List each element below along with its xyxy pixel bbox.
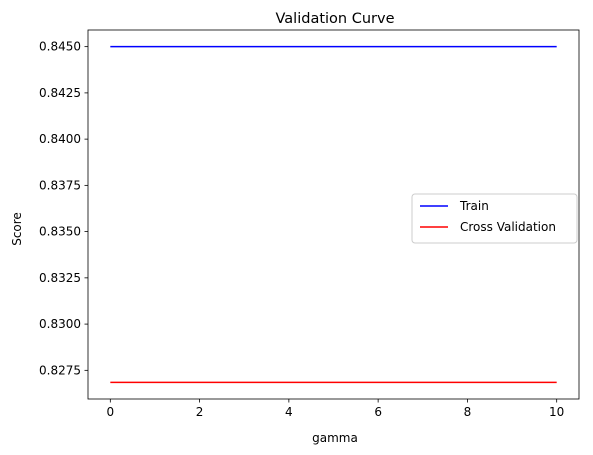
y-tick-label: 0.8400 xyxy=(39,132,81,146)
y-axis-ticks: 0.8275 0.8300 0.8325 0.8350 0.8375 0.8400 0.84… xyxy=(39,40,88,377)
y-axis-label: Score xyxy=(10,212,24,246)
x-axis-ticks: 0 2 4 6 8 10 xyxy=(106,399,564,419)
x-tick-label: 4 xyxy=(285,405,293,419)
y-tick-label: 0.8450 xyxy=(39,40,81,54)
y-tick-label: 0.8375 xyxy=(39,178,81,192)
x-tick-label: 6 xyxy=(374,405,382,419)
legend-label-cross-validation: Cross Validation xyxy=(460,220,556,234)
x-tick-label: 0 xyxy=(106,405,114,419)
x-tick-label: 2 xyxy=(196,405,204,419)
y-tick-label: 0.8325 xyxy=(39,271,81,285)
x-axis-label: gamma xyxy=(312,431,358,445)
plot-area xyxy=(87,29,580,400)
chart-title: Validation Curve xyxy=(276,11,395,27)
x-tick-label: 10 xyxy=(549,405,564,419)
axes-frame xyxy=(87,29,580,400)
legend: Train Cross Validation xyxy=(411,193,578,244)
legend-label-train: Train xyxy=(459,199,489,213)
series-layer xyxy=(110,45,557,384)
y-tick-label: 0.8425 xyxy=(39,86,81,100)
y-tick-label: 0.8350 xyxy=(39,225,81,239)
y-tick-label: 0.8300 xyxy=(39,317,81,331)
legend-frame xyxy=(411,193,578,244)
x-tick-label: 8 xyxy=(464,405,472,419)
y-tick-label: 0.8275 xyxy=(39,363,81,377)
